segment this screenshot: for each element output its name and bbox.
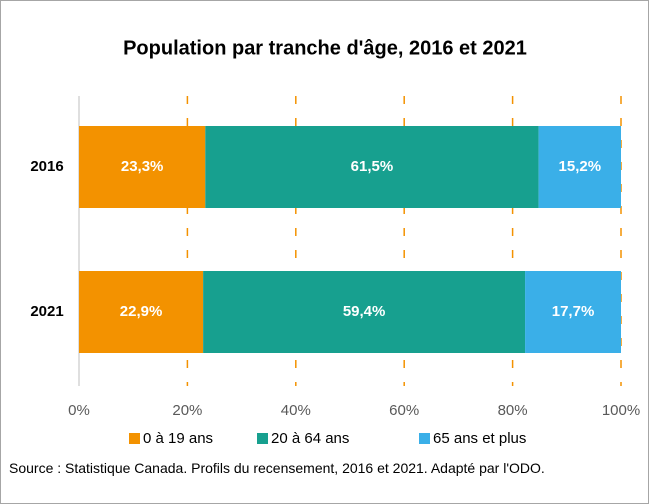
x-tick-label: 20%	[172, 402, 202, 419]
legend-swatch	[129, 433, 140, 444]
legend-swatch	[419, 433, 430, 444]
bar-segment	[79, 126, 206, 208]
x-tick-label: 80%	[498, 402, 528, 419]
data-label: 17,7%	[552, 303, 595, 320]
chart-title: Population par tranche d'âge, 2016 et 20…	[123, 37, 527, 59]
legend-label: 0 à 19 ans	[143, 430, 213, 447]
bar-segment	[538, 126, 621, 208]
y-tick-label: 2016	[30, 158, 63, 175]
data-label: 15,2%	[559, 158, 602, 175]
data-label: 59,4%	[343, 303, 386, 320]
chart: Population par tranche d'âge, 2016 et 20…	[30, 37, 640, 447]
x-tick-label: 40%	[281, 402, 311, 419]
bar-segment	[205, 126, 539, 208]
legend-label: 65 ans et plus	[433, 430, 526, 447]
x-tick-label: 0%	[68, 402, 90, 419]
data-label: 61,5%	[351, 158, 394, 175]
bar-segment	[79, 271, 204, 353]
bar-segment	[203, 271, 526, 353]
source-note: Source : Statistique Canada. Profils du …	[9, 460, 545, 476]
y-tick-label: 2021	[30, 303, 63, 320]
x-tick-label: 60%	[389, 402, 419, 419]
data-label: 23,3%	[121, 158, 164, 175]
data-label: 22,9%	[120, 303, 163, 320]
legend-label: 20 à 64 ans	[271, 430, 349, 447]
bar-segment	[525, 271, 621, 353]
legend-swatch	[257, 433, 268, 444]
x-tick-label: 100%	[602, 402, 640, 419]
